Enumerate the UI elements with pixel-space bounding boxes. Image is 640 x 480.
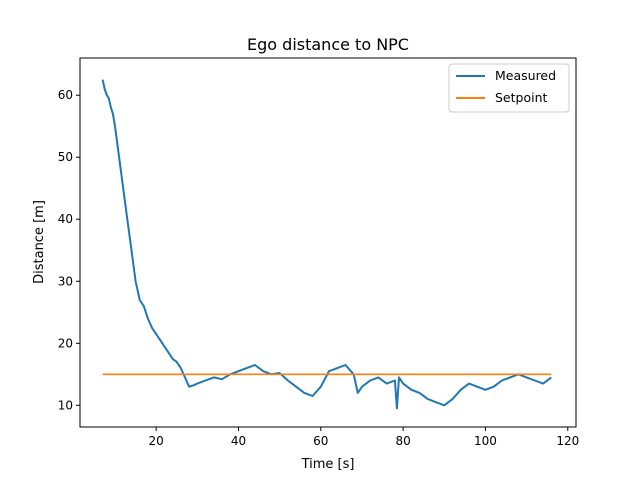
legend: Measured Setpoint [448, 63, 570, 113]
y-tick-label: 40 [58, 212, 73, 226]
y-tick-label: 30 [58, 274, 73, 288]
y-tick-label: 50 [58, 150, 73, 164]
plot-area: 20 40 60 80 100 120 10 20 30 40 50 60 [58, 57, 579, 448]
plot-frame [79, 57, 577, 428]
series-layer [101, 79, 552, 410]
y-tick-label: 20 [58, 336, 73, 350]
legend-label: Measured [495, 68, 556, 83]
y-axis: 10 20 30 40 50 60 [58, 88, 80, 412]
series-line-measured [101, 79, 552, 410]
x-tick-label: 40 [231, 434, 246, 448]
y-axis-label: Distance [m] [32, 200, 47, 284]
legend-label: Setpoint [495, 90, 548, 105]
x-tick-label: 60 [313, 434, 328, 448]
chart-title: Ego distance to NPC [247, 35, 409, 54]
x-tick-label: 120 [556, 434, 579, 448]
x-tick-label: 100 [474, 434, 497, 448]
x-tick-label: 20 [149, 434, 164, 448]
y-tick-label: 10 [58, 398, 73, 412]
x-tick-label: 80 [395, 434, 410, 448]
y-tick-label: 60 [58, 88, 73, 102]
x-axis: 20 40 60 80 100 120 [149, 427, 579, 448]
x-axis-label: Time [s] [301, 457, 355, 472]
